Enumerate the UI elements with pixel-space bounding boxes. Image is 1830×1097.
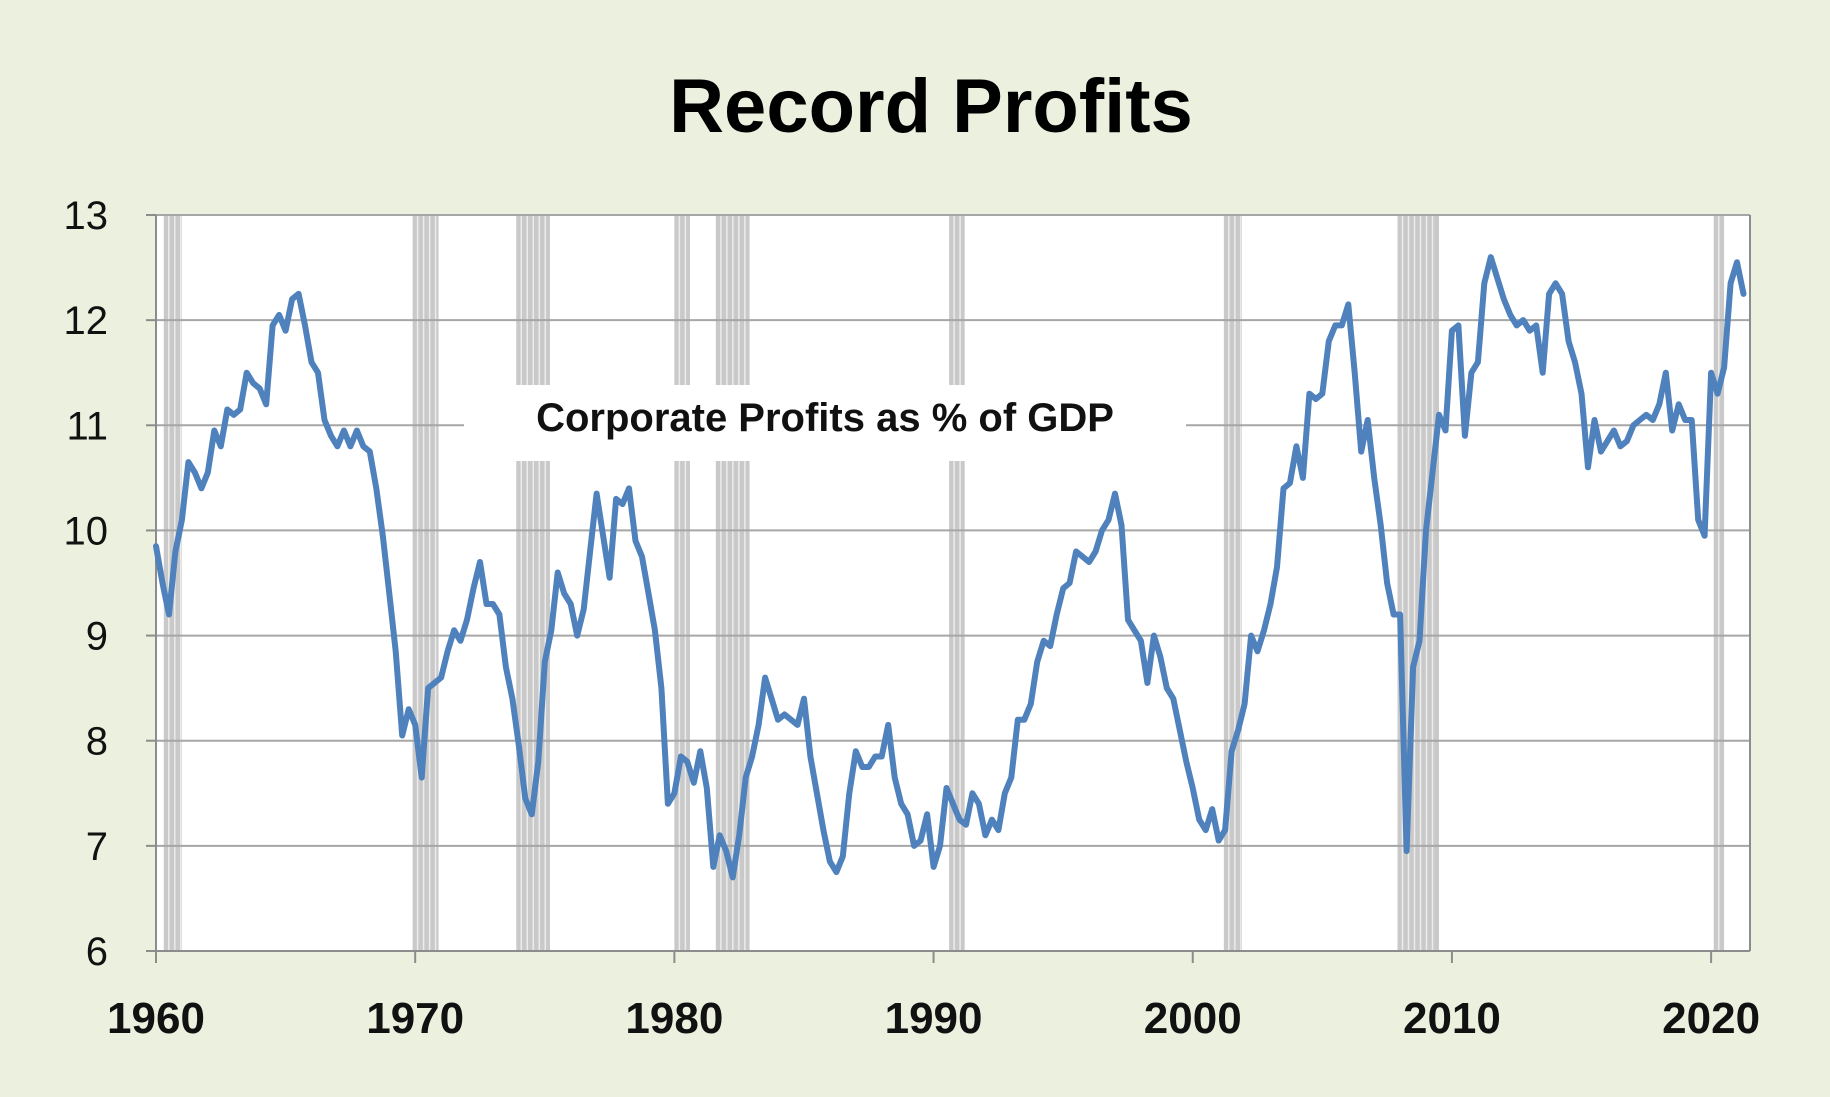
- y-tick-label: 12: [64, 299, 109, 343]
- recession-band: [1223, 215, 1242, 951]
- recession-fill: [412, 215, 439, 951]
- recession-bands: [156, 215, 1750, 951]
- recession-band: [516, 215, 550, 951]
- x-tick-label: 1990: [885, 994, 983, 1043]
- y-tick-label: 8: [86, 720, 108, 764]
- y-tick-label: 10: [64, 509, 109, 553]
- x-tick-label: 1970: [366, 994, 464, 1043]
- x-tick-label: 1980: [625, 994, 723, 1043]
- axes: [146, 214, 1751, 963]
- recession-band: [412, 215, 439, 951]
- y-tick-label: 11: [66, 404, 108, 448]
- y-tick-label: 7: [86, 825, 108, 869]
- annotation-background: [464, 385, 1186, 461]
- recession-band: [949, 215, 965, 951]
- series-lines: [153, 254, 1747, 881]
- annotation-label: Corporate Profits as % of GDP: [536, 396, 1114, 440]
- x-tick-label: 2000: [1144, 994, 1242, 1043]
- x-tick-labels: 1960 1970 1980 1990 2000 2010 2020: [107, 994, 1760, 1043]
- y-tick-label: 9: [86, 615, 108, 659]
- recession-fill: [949, 215, 965, 951]
- chart-title: Record Profits: [669, 64, 1193, 149]
- annotation-box: Corporate Profits as % of GDP: [464, 385, 1186, 461]
- y-tick-label: 6: [86, 930, 108, 974]
- y-tick-labels: 13 12 11 10 9 8 7 6: [64, 194, 109, 974]
- x-tick-label: 2010: [1403, 994, 1501, 1043]
- series-line: [153, 254, 1747, 881]
- recession-fill: [674, 215, 690, 951]
- recession-band: [715, 215, 750, 951]
- x-tick-label: 2020: [1662, 994, 1760, 1043]
- y-tick-label: 13: [64, 194, 109, 238]
- recession-band: [1713, 215, 1725, 951]
- recession-fill: [1223, 215, 1242, 951]
- recession-band: [674, 215, 690, 951]
- x-tick-label: 1960: [107, 994, 205, 1043]
